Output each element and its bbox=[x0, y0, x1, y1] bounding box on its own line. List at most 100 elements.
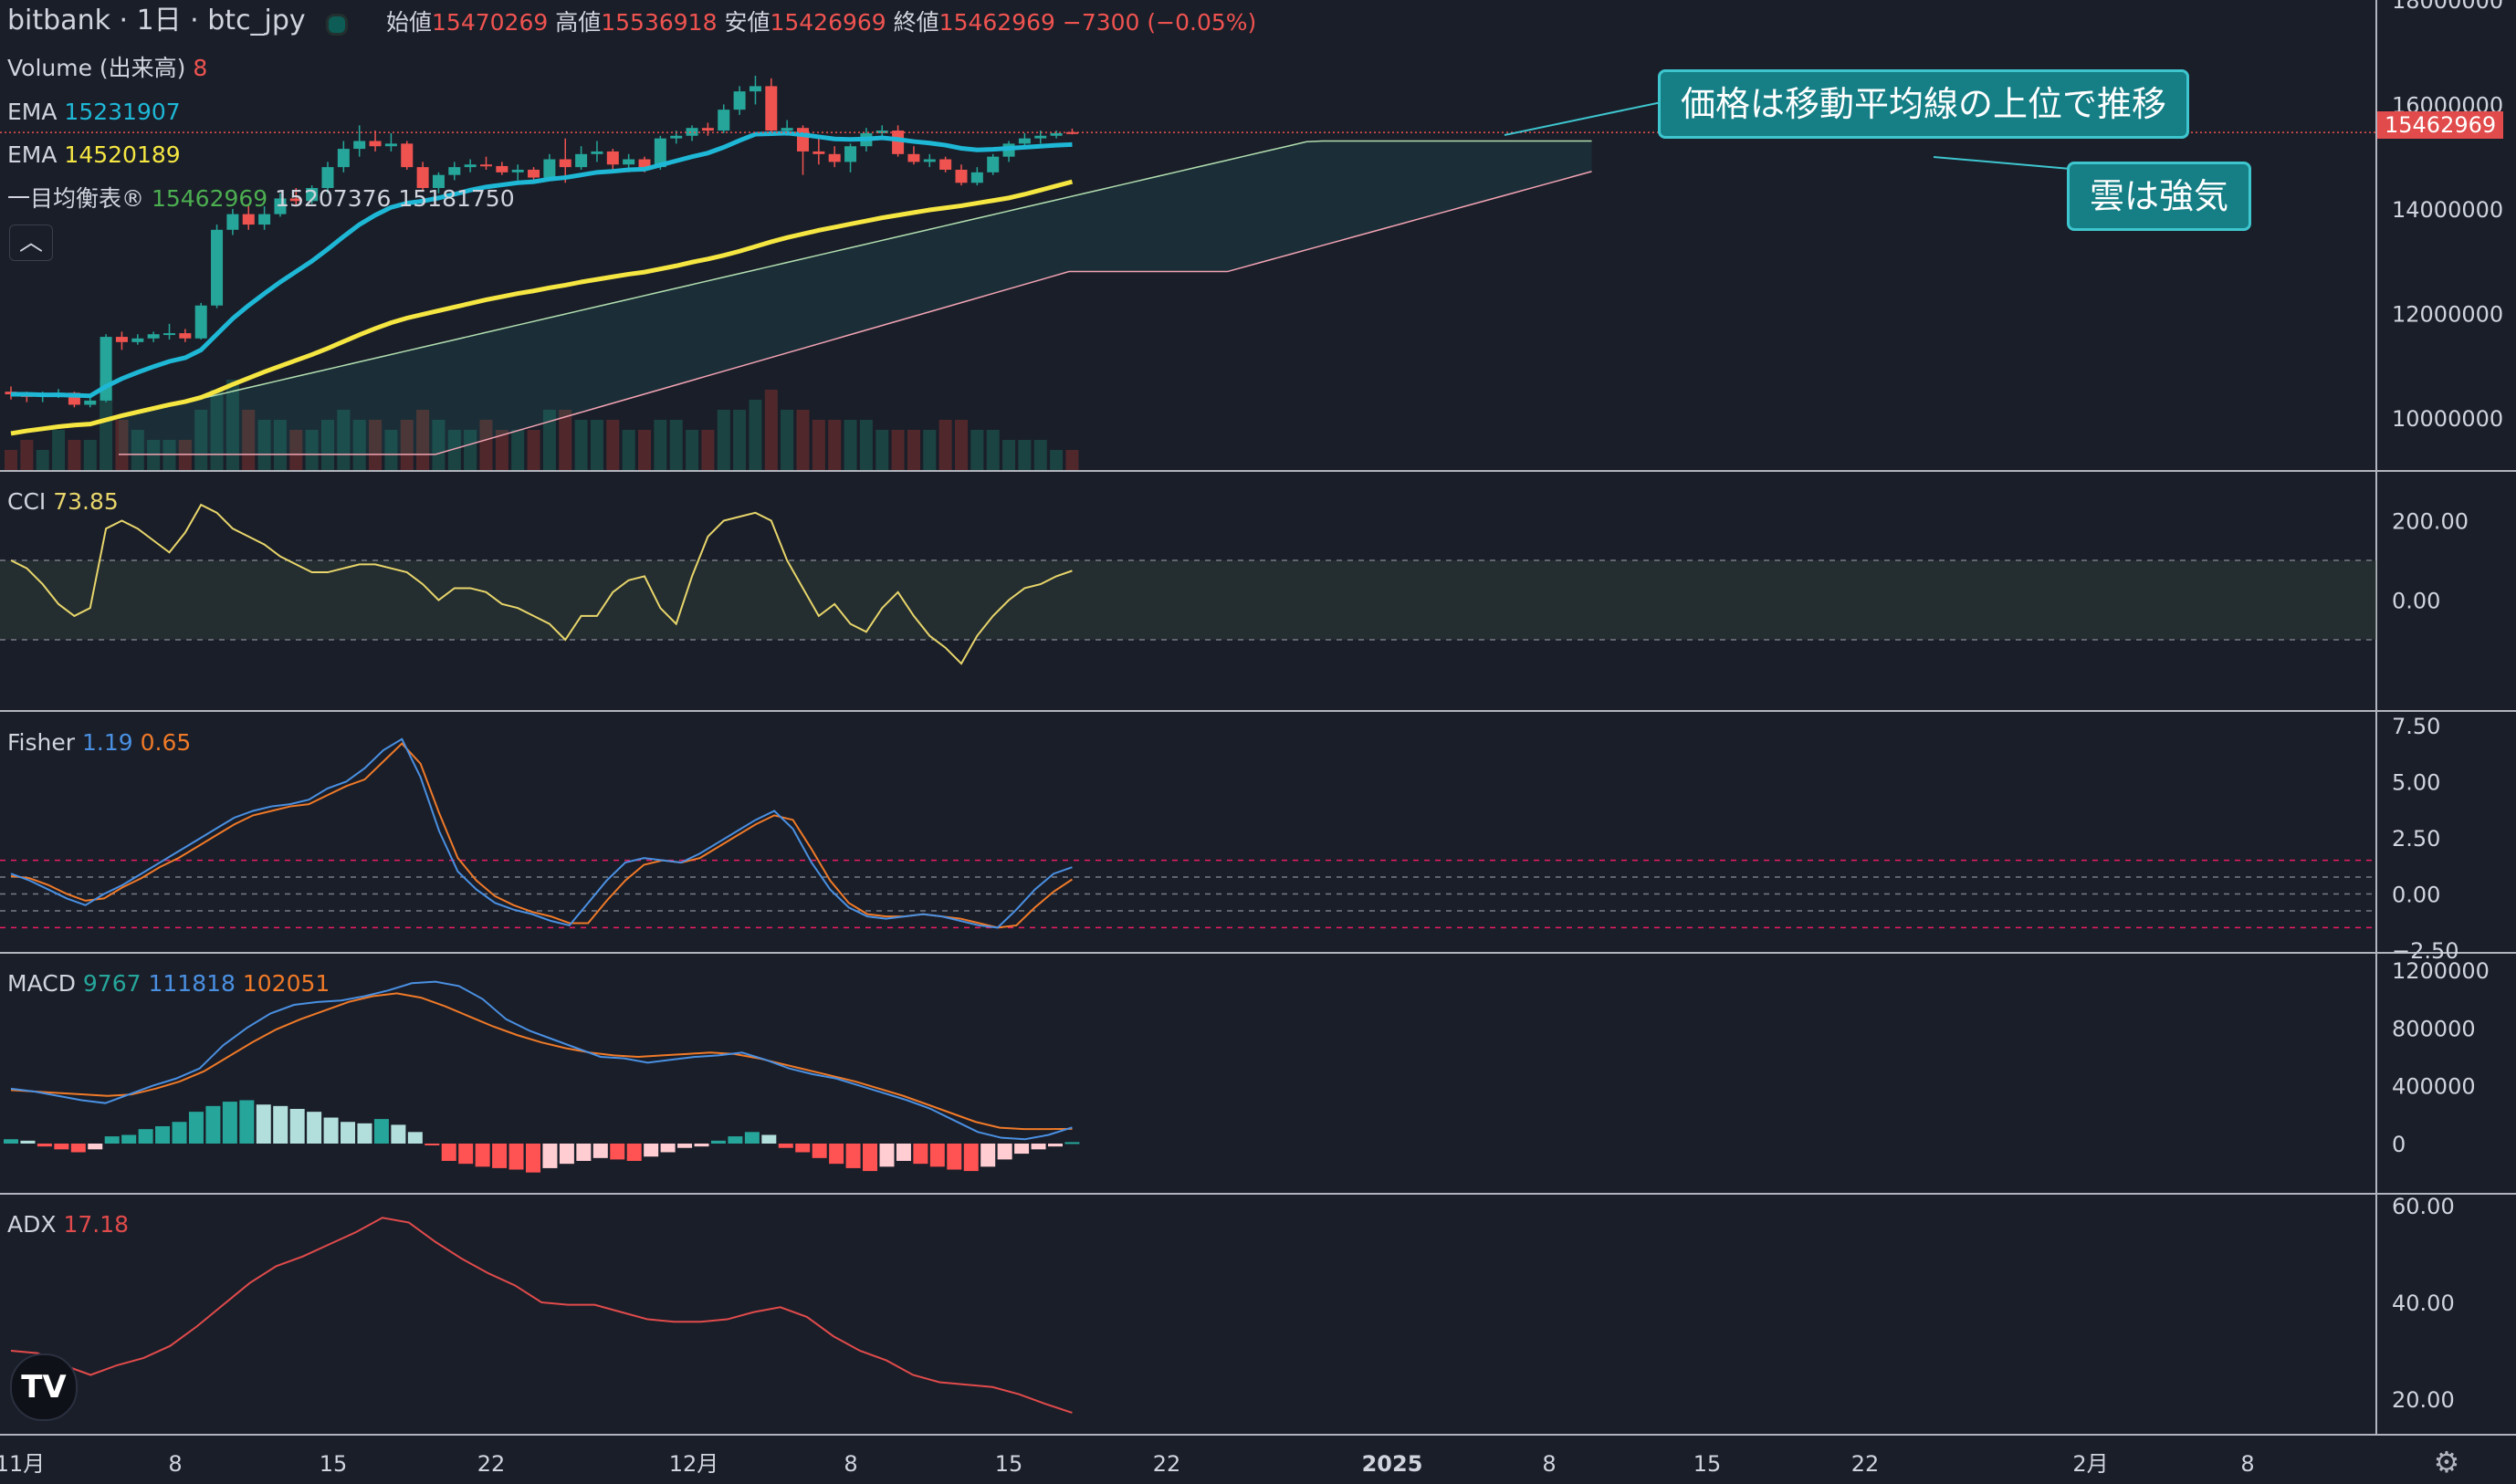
macd-histogram-bar bbox=[863, 1144, 878, 1172]
macd-histogram-bar bbox=[997, 1144, 1012, 1160]
macd-histogram-bar bbox=[559, 1144, 574, 1165]
cci-legend[interactable]: CCI 73.85 bbox=[7, 488, 119, 516]
volume-bar bbox=[400, 420, 414, 470]
low-label: 安値 bbox=[724, 9, 771, 36]
cci-line bbox=[10, 503, 1073, 665]
macd-histogram-bar bbox=[929, 1144, 945, 1167]
candle-body bbox=[892, 131, 905, 154]
macd-histogram-bar bbox=[947, 1144, 962, 1170]
macd-histogram-bar bbox=[980, 1144, 996, 1167]
open-label: 始値 bbox=[386, 9, 433, 36]
candle-body bbox=[115, 337, 128, 342]
settings-gear-icon[interactable]: ⚙ bbox=[2433, 1445, 2460, 1479]
volume-bar bbox=[52, 430, 66, 470]
candle-body bbox=[511, 169, 524, 172]
time-tick-label: 15 bbox=[1693, 1451, 1722, 1477]
fisher-value-2: 0.65 bbox=[140, 729, 192, 756]
time-tick-label: 22 bbox=[1153, 1451, 1181, 1477]
candle-body bbox=[369, 141, 382, 147]
macd-histogram-bar bbox=[373, 1119, 389, 1144]
macd-histogram-bar bbox=[963, 1144, 979, 1172]
price-tick-label: 10000000 bbox=[2392, 406, 2503, 432]
volume-bar bbox=[352, 420, 366, 470]
adx-tick-label: 40.00 bbox=[2392, 1291, 2455, 1316]
volume-bar bbox=[955, 420, 968, 470]
macd-legend[interactable]: MACD 9767 111818 102051 bbox=[7, 970, 330, 998]
volume-bar bbox=[68, 440, 81, 470]
fisher-value-1: 1.19 bbox=[82, 729, 133, 756]
macd-histogram-bar bbox=[391, 1124, 406, 1144]
symbol-title[interactable]: bitbank · 1日 · btc_jpy bbox=[7, 5, 306, 37]
macd-histogram-bar bbox=[323, 1117, 339, 1144]
macd-histogram-bar bbox=[1064, 1142, 1080, 1144]
volume-bar bbox=[686, 430, 699, 470]
ema-fast-legend[interactable]: EMA 15231907 bbox=[7, 99, 181, 126]
tradingview-logo[interactable]: TV bbox=[10, 1353, 78, 1421]
volume-bar bbox=[83, 440, 97, 470]
candle-body bbox=[337, 149, 350, 168]
volume-bar bbox=[20, 440, 34, 470]
macd-histogram-bar bbox=[660, 1144, 676, 1153]
macd-histogram-bar bbox=[341, 1122, 356, 1144]
candle-body bbox=[733, 91, 746, 110]
volume-bar bbox=[369, 420, 383, 470]
cci-tick-label: 200.00 bbox=[2392, 509, 2469, 535]
volume-bar bbox=[447, 430, 461, 470]
volume-bar bbox=[464, 430, 477, 470]
volume-bar bbox=[907, 430, 920, 470]
ema-slow-legend[interactable]: EMA 14520189 bbox=[7, 141, 181, 169]
open-value: 15470269 bbox=[432, 9, 549, 36]
candle-body bbox=[543, 159, 556, 178]
fisher-legend[interactable]: Fisher 1.19 0.65 bbox=[7, 729, 191, 757]
callout-cloud-bullish[interactable]: 雲は強気 bbox=[2067, 162, 2252, 231]
candle-body bbox=[939, 159, 952, 170]
time-tick-label: 2025 bbox=[1362, 1451, 1423, 1477]
volume-bar bbox=[210, 390, 224, 470]
collapse-legend-button[interactable]: ︿ bbox=[9, 225, 53, 261]
macd-tick-label: 1200000 bbox=[2392, 958, 2490, 984]
volume-bar bbox=[970, 430, 984, 470]
adx-legend[interactable]: ADX 17.18 bbox=[7, 1211, 129, 1238]
cci-label: CCI bbox=[7, 488, 47, 515]
candle-body bbox=[401, 143, 414, 168]
macd-histogram-bar bbox=[829, 1144, 844, 1165]
volume-legend[interactable]: Volume (出来高) 8 bbox=[7, 55, 207, 82]
price-tick-label: 14000000 bbox=[2392, 197, 2503, 223]
callout-price-text: 価格は移動平均線の上位で推移 bbox=[1681, 84, 2167, 124]
adx-value: 17.18 bbox=[63, 1211, 130, 1238]
ichimoku-legend[interactable]: 一目均衡表® 15462969 15207376 15181750 bbox=[7, 185, 515, 213]
volume-bar bbox=[590, 420, 603, 470]
close-value: 15462969 bbox=[938, 9, 1055, 36]
macd-signal-line bbox=[10, 992, 1073, 1131]
macd-histogram-bar bbox=[644, 1144, 659, 1157]
candle-body bbox=[606, 151, 619, 165]
ema-fast-label: EMA bbox=[7, 99, 58, 125]
volume-bar bbox=[859, 420, 873, 470]
candle-body bbox=[84, 400, 97, 405]
volume-value: 8 bbox=[193, 55, 208, 81]
ichimoku-value-3: 15181750 bbox=[398, 185, 515, 212]
change-value: −7300 (−0.05%) bbox=[1062, 9, 1257, 36]
macd-histogram-bar bbox=[407, 1132, 423, 1144]
macd-line bbox=[10, 980, 1073, 1141]
macd-value-1: 9767 bbox=[82, 970, 142, 997]
adx-label: ADX bbox=[7, 1211, 57, 1238]
volume-bar bbox=[622, 430, 635, 470]
time-tick-label: 11月 bbox=[0, 1451, 45, 1477]
adx-tick-label: 60.00 bbox=[2392, 1194, 2455, 1219]
time-tick-label: 12月 bbox=[669, 1451, 719, 1477]
macd-histogram-bar bbox=[1014, 1144, 1030, 1155]
macd-tick-label: 0 bbox=[2392, 1132, 2406, 1157]
callout-price-above-ma[interactable]: 価格は移動平均線の上位で推移 bbox=[1658, 69, 2190, 139]
candle-body bbox=[1018, 138, 1031, 144]
macd-histogram-bar bbox=[121, 1134, 137, 1144]
adx-tick-label: 20.00 bbox=[2392, 1387, 2455, 1413]
macd-histogram-bar bbox=[845, 1144, 861, 1168]
macd-histogram-bar bbox=[761, 1134, 777, 1144]
volume-bar bbox=[701, 430, 715, 470]
macd-histogram-bar bbox=[188, 1112, 204, 1144]
macd-histogram-bar bbox=[289, 1109, 305, 1144]
macd-histogram-bar bbox=[155, 1126, 171, 1144]
volume-bar bbox=[717, 410, 730, 470]
candle-body bbox=[1065, 131, 1078, 134]
